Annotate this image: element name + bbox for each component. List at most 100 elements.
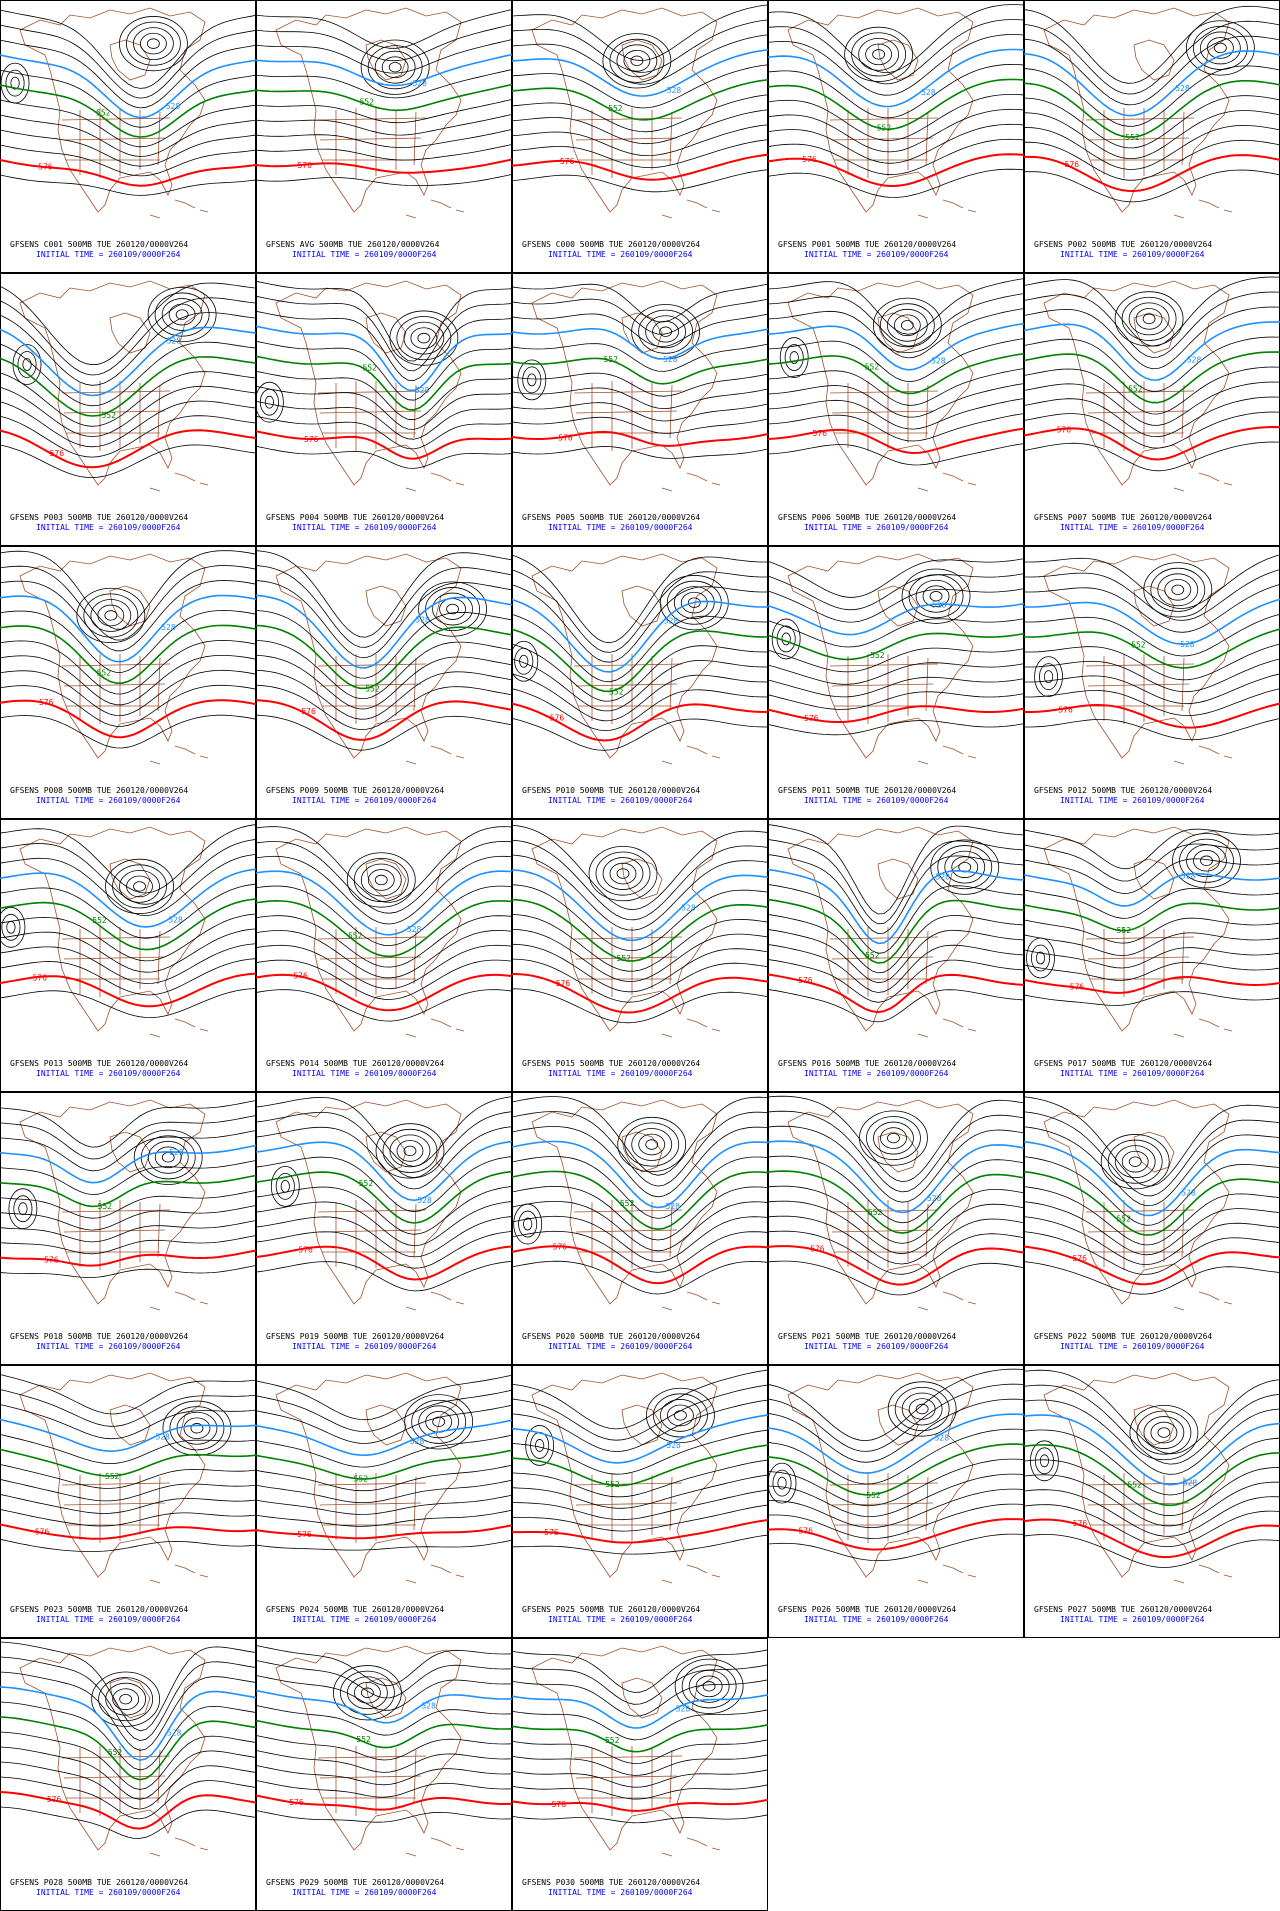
height-contour: [768, 929, 1024, 984]
panel-title: GFSENS P020 500MB TUE 260120/0000V264: [522, 1332, 700, 1341]
key-contour: [256, 1524, 512, 1540]
height-contour: [1024, 1429, 1280, 1496]
height-contour: [1024, 1096, 1280, 1187]
high-contour: [512, 640, 539, 682]
panel-init-time: INITIAL TIME = 260109/0000F264: [548, 523, 693, 532]
key-contour: [256, 355, 512, 411]
low-contour: [609, 38, 665, 83]
panel-init-time: INITIAL TIME = 260109/0000F264: [292, 1342, 437, 1351]
low-contour: [382, 1128, 438, 1173]
height-contour: [768, 168, 1024, 198]
map-area: 576 552 528: [256, 7, 512, 219]
height-contour: [256, 841, 512, 914]
high-contour: [1030, 1440, 1059, 1482]
low-contour: [1172, 833, 1241, 889]
height-contour: [0, 550, 256, 630]
key-contour: [768, 898, 1024, 964]
contour-label: 552: [365, 684, 380, 693]
height-contour: [256, 640, 512, 699]
height-contour: [0, 714, 256, 749]
height-contour: [0, 669, 256, 717]
height-contour: [768, 558, 1024, 598]
contour-label: 528: [417, 1196, 432, 1205]
panel-init-time: INITIAL TIME = 260109/0000F264: [548, 796, 693, 805]
panel-init-time: INITIAL TIME = 260109/0000F264: [548, 1615, 693, 1624]
low-contour: [1142, 313, 1156, 325]
height-contour: [0, 129, 256, 167]
panel-init-time: INITIAL TIME = 260109/0000F264: [804, 1069, 949, 1078]
low-contour: [418, 1405, 460, 1439]
panel-title: GFSENS P004 500MB TUE 260120/0000V264: [266, 513, 444, 522]
low-contour: [175, 309, 189, 320]
map-panel: 576 552 528 GFSENS P025 500MB TUE 260120/00…: [512, 1365, 768, 1638]
contour-label: 528: [931, 357, 946, 366]
key-contour: [0, 594, 256, 663]
low-contour: [1157, 1427, 1171, 1438]
contour-label: 528: [415, 616, 430, 625]
map-area: 576 552 528: [256, 1096, 512, 1311]
height-contour: [512, 1185, 768, 1241]
key-contour: [1024, 975, 1280, 994]
map-panel: 576 552 528 GFSENS P010 500MB TUE 260120/00…: [512, 546, 768, 819]
height-contour: [512, 4, 768, 61]
low-contour: [353, 857, 409, 902]
high-contour: [22, 358, 32, 371]
height-contour: [512, 884, 768, 952]
height-contour: [0, 565, 256, 641]
low-contour: [653, 1393, 708, 1438]
height-contour: [512, 658, 768, 712]
map-panel: 576 552 528 GFSENS P014 500MB TUE 260120/00…: [256, 819, 512, 1092]
high-contour: [514, 647, 534, 675]
height-contour: [256, 1660, 512, 1699]
height-contour: [512, 569, 768, 653]
low-contour: [446, 603, 459, 615]
height-contour: [0, 609, 256, 673]
height-contour: [1024, 20, 1280, 95]
key-contour: [256, 870, 512, 936]
contour-label: 528: [410, 1437, 425, 1446]
contour-label: 552: [359, 1179, 374, 1188]
low-contour: [674, 1658, 744, 1714]
height-contour: [1024, 306, 1280, 370]
height-contour: [768, 676, 1024, 698]
low-contour: [1114, 1145, 1156, 1179]
key-contour: [512, 1140, 768, 1209]
panel-border: [512, 1092, 768, 1365]
height-contour: [512, 718, 768, 751]
panel-title: GFSENS P025 500MB TUE 260120/0000V264: [522, 1605, 700, 1614]
height-contour: [256, 400, 512, 440]
height-contour: [768, 383, 1024, 418]
low-contour: [1136, 1410, 1192, 1455]
high-contour: [1043, 670, 1054, 684]
map-area: 576 552 528: [0, 550, 256, 765]
height-contour: [1024, 1156, 1280, 1226]
low-contour: [616, 868, 630, 879]
map-area: 576 552 528: [768, 824, 1024, 1038]
height-contour: [0, 1115, 256, 1160]
low-contour: [630, 55, 644, 66]
height-contour: [512, 343, 768, 372]
low-contour: [1129, 1404, 1199, 1461]
panel-border: [1024, 546, 1280, 819]
low-contour: [374, 874, 388, 886]
high-contour: [1039, 663, 1059, 691]
contour-label: 552: [1125, 133, 1140, 142]
height-contour: [768, 824, 1024, 915]
panel-title: GFSENS P002 500MB TUE 260120/0000V264: [1034, 240, 1212, 249]
low-contour: [617, 1116, 687, 1173]
low-contour: [660, 1399, 701, 1432]
height-contour: [512, 1111, 768, 1187]
low-contour: [688, 1669, 730, 1703]
height-contour: [1024, 1186, 1280, 1246]
height-contour: [256, 1810, 512, 1823]
panel-border: [768, 273, 1024, 546]
panel-title: GFSENS P011 500MB TUE 260120/0000V264: [778, 786, 956, 795]
map-panel: 576 552 528 GFSENS C001 500MB TUE 260120/00…: [0, 0, 256, 273]
contour-label: 528: [676, 1705, 691, 1714]
height-contour: [768, 884, 1024, 954]
panel-init-time: INITIAL TIME = 260109/0000F264: [36, 1342, 181, 1351]
height-contour: [0, 1434, 256, 1465]
key-contour: [256, 158, 512, 174]
height-contour: [256, 1464, 512, 1492]
key-contour: [1024, 702, 1280, 729]
